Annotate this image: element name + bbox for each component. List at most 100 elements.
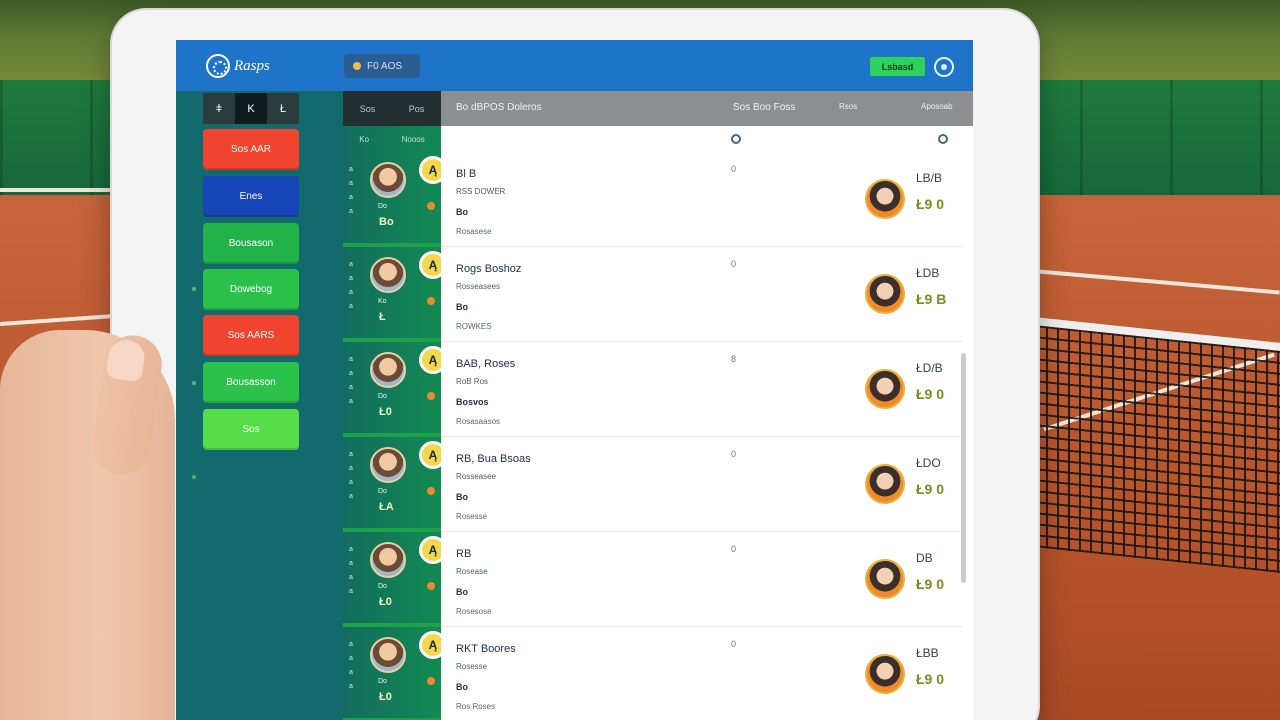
status-dot-icon	[427, 677, 435, 685]
tennis-net	[1035, 317, 1280, 573]
player-score: Ł0	[379, 406, 392, 418]
sidebar-button[interactable]: Dowebog	[203, 269, 299, 310]
rank-number: a	[349, 261, 353, 268]
sidebar-button[interactable]: Bousasson	[203, 362, 299, 403]
opponent-avatar[interactable]	[865, 464, 905, 504]
sidebar-button[interactable]: Sos AAR	[203, 129, 299, 170]
circle-icon[interactable]	[938, 134, 948, 144]
app-screen: Rasps F0 AOS Lsbasd ǂ K Ł Sos AAR Enes B…	[176, 40, 973, 720]
player-name: RB	[456, 548, 472, 560]
sidebar-tab[interactable]: Ł	[267, 93, 299, 124]
rank-number: a	[349, 655, 353, 662]
avatar[interactable]	[370, 257, 406, 293]
player-subtitle: Rosseasee	[456, 472, 497, 481]
gear-icon[interactable]	[934, 57, 954, 77]
row-marker: 0	[731, 449, 737, 459]
opponent-avatar[interactable]	[865, 179, 905, 219]
logo-text: Rasps	[234, 57, 270, 74]
status-dot-icon	[427, 202, 435, 210]
sidebar-dot	[192, 287, 196, 291]
header-label: Pos	[408, 103, 425, 114]
player-code: Bo	[456, 207, 468, 217]
opponent-label: DB	[916, 551, 933, 565]
court-line	[0, 188, 115, 192]
app-header: Rasps F0 AOS Lsbasd	[176, 40, 973, 91]
player-card[interactable]: a a a a Ą Do Ł0	[343, 627, 447, 720]
player-card[interactable]: a a a a Ą Do ŁA	[343, 437, 447, 532]
avatar[interactable]	[370, 542, 406, 578]
player-name: Rogs Boshoz	[456, 263, 522, 275]
table-row[interactable]: RB, Bua Bsoas Rosseasee Bo Rosesse 0 ŁDO Ł9 0	[441, 437, 963, 532]
rank-number: a	[349, 208, 353, 215]
column-header[interactable]: Sos Boo Foss	[733, 102, 796, 113]
table-row[interactable]: Rogs Boshoz Rosseasees Bo ROWKES 0 ŁDB Ł9 B	[441, 247, 963, 342]
column-header[interactable]: Bo dBPOS Doleros	[456, 102, 542, 113]
column-header[interactable]: Aposoab	[921, 102, 953, 111]
table-header: Bo dBPOS Doleros Sos Boo Foss Rsos Aposo…	[441, 91, 973, 126]
player-code: Bo	[456, 682, 468, 692]
player-score: Ł0	[379, 691, 392, 703]
opponent-avatar[interactable]	[865, 274, 905, 314]
logo[interactable]: Rasps	[206, 54, 270, 78]
scrollbar[interactable]	[961, 353, 966, 583]
sidebar-tab[interactable]: K	[235, 93, 267, 124]
player-code: Bo	[456, 587, 468, 597]
player-column-subheader: Ko Nooos	[343, 126, 441, 152]
player-code: Bo	[456, 302, 468, 312]
table-row[interactable]: RB Rosease Bo Rosesose 0 DB Ł9 0	[441, 532, 963, 627]
sidebar-tabs: ǂ K Ł	[203, 93, 299, 124]
table-row[interactable]: BAB, Roses RoB Ros Bosvos Rosasaasos 8 ŁD/B Ł9…	[441, 342, 963, 437]
opponent-avatar[interactable]	[865, 654, 905, 694]
header-action-button[interactable]: Lsbasd	[870, 57, 925, 76]
opponent-avatar[interactable]	[865, 369, 905, 409]
logo-icon	[206, 54, 230, 78]
player-name: RB, Bua Bsoas	[456, 453, 531, 465]
rank-number: a	[349, 493, 353, 500]
player-score: Ł0	[379, 596, 392, 608]
avatar[interactable]	[370, 162, 406, 198]
avatar[interactable]	[370, 447, 406, 483]
opponent-label: ŁDO	[916, 456, 941, 470]
sidebar-button[interactable]: Enes	[203, 176, 299, 217]
avatar[interactable]	[370, 352, 406, 388]
table-row[interactable]: RKT Boores Rosesse Bo Ros Roses 0 ŁBB Ł9 0	[441, 627, 963, 720]
opponent-score: Ł9 0	[916, 576, 945, 592]
row-marker: 0	[731, 164, 737, 174]
player-score: Bo	[379, 216, 394, 228]
opponent-score: Ł9 B	[916, 291, 947, 307]
opponent-label: ŁDB	[916, 266, 940, 280]
player-card[interactable]: a a a a Ą Do Bo	[343, 152, 447, 247]
player-card[interactable]: a a a a Ą Do Ł0	[343, 532, 447, 627]
row-marker: 0	[731, 544, 737, 554]
sidebar-button[interactable]: Bousason	[203, 223, 299, 264]
match-table: Bo dBPOS Doleros Sos Boo Foss Rsos Aposo…	[441, 91, 973, 720]
sidebar-button[interactable]: Sos	[203, 409, 299, 450]
sidebar-button[interactable]: Sos AARS	[203, 315, 299, 356]
circle-icon[interactable]	[731, 134, 741, 144]
rank-number: a	[349, 180, 353, 187]
search-pill[interactable]: F0 AOS	[344, 54, 420, 78]
player-code: Bosvos	[456, 397, 489, 407]
status-dot-icon	[427, 297, 435, 305]
subheader-label: Ko	[359, 134, 370, 144]
opponent-avatar[interactable]	[865, 559, 905, 599]
player-label: Ko	[378, 298, 387, 305]
player-subtitle: RSS DOWER	[456, 187, 506, 196]
table-subheader	[441, 126, 973, 152]
table-row[interactable]: Bl B RSS DOWER Bo Rosasese 0 LB/B Ł9 0	[441, 152, 963, 247]
rank-number: a	[349, 546, 353, 553]
sidebar-tab[interactable]: ǂ	[203, 93, 235, 124]
player-subtitle: Rosesse	[456, 662, 488, 671]
player-card[interactable]: a a a a Ą Do Ł0	[343, 342, 447, 437]
rank-number: a	[349, 384, 353, 391]
player-name: BAB, Roses	[456, 358, 516, 370]
player-card[interactable]: a a a a Ą Ko Ł	[343, 247, 447, 342]
status-dot-icon	[427, 582, 435, 590]
avatar[interactable]	[370, 637, 406, 673]
column-header[interactable]: Rsos	[839, 102, 858, 111]
